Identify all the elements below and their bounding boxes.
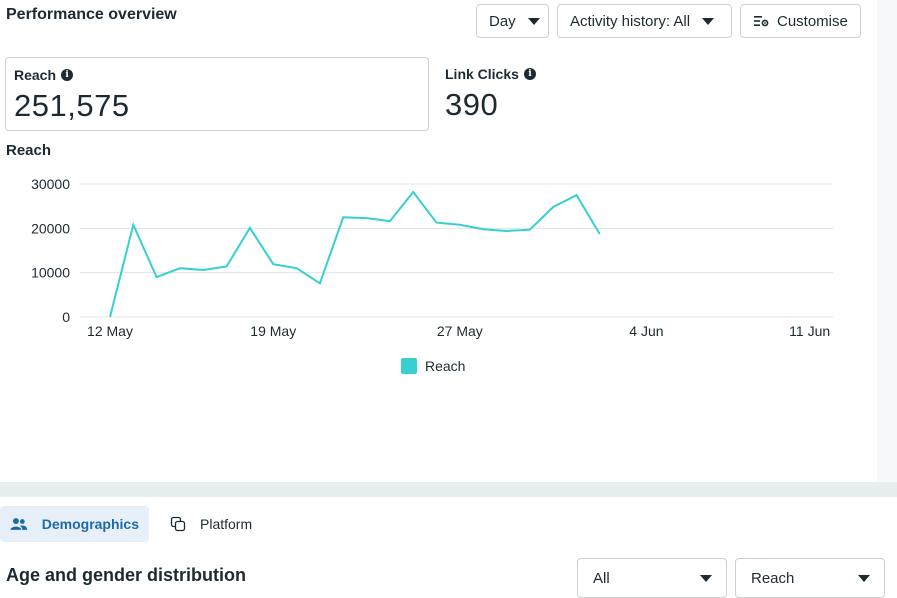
caret-down-icon bbox=[858, 575, 870, 582]
metric-filter-label: Reach bbox=[751, 570, 794, 587]
link-clicks-metric-label: Link Clicks bbox=[445, 66, 519, 82]
chart-legend[interactable]: Reach bbox=[401, 358, 465, 374]
reach-metric-value: 251,575 bbox=[14, 88, 130, 124]
x-tick-label: 4 Jun bbox=[629, 323, 663, 339]
link-clicks-metric-card[interactable]: Link Clicks i 390 bbox=[437, 57, 737, 131]
activity-history-dropdown[interactable]: Activity history: All bbox=[557, 4, 732, 38]
customise-icon bbox=[753, 14, 769, 28]
chart-title: Reach bbox=[6, 142, 51, 159]
copy-icon bbox=[170, 516, 186, 532]
reach-metric-card[interactable]: Reach i 251,575 bbox=[5, 57, 429, 131]
link-clicks-metric-header: Link Clicks i bbox=[445, 66, 536, 82]
info-icon[interactable]: i bbox=[61, 69, 73, 81]
customise-label: Customise bbox=[777, 13, 848, 30]
tab-platform[interactable]: Platform bbox=[160, 506, 280, 542]
y-tick-label: 30000 bbox=[31, 176, 70, 192]
info-icon[interactable]: i bbox=[524, 68, 536, 80]
tab-platform-label: Platform bbox=[200, 516, 252, 532]
x-tick-label: 11 Jun bbox=[789, 323, 830, 339]
legend-swatch bbox=[401, 358, 417, 374]
day-dropdown[interactable]: Day bbox=[476, 4, 549, 38]
caret-down-icon bbox=[702, 18, 714, 25]
scrollbar-track[interactable] bbox=[877, 0, 897, 482]
legend-label: Reach bbox=[425, 358, 465, 374]
people-icon bbox=[10, 517, 28, 531]
reach-metric-label: Reach bbox=[14, 67, 56, 83]
age-gender-title: Age and gender distribution bbox=[6, 565, 246, 586]
tab-demographics[interactable]: Demographics bbox=[0, 506, 149, 542]
reach-line-chart: 0 10000 20000 30000 12 May 19 May 27 May 4 Jun 1… bbox=[0, 170, 877, 390]
section-divider bbox=[0, 482, 897, 497]
y-tick-label: 0 bbox=[62, 309, 70, 325]
tab-demographics-label: Demographics bbox=[42, 516, 139, 532]
caret-down-icon bbox=[700, 575, 712, 582]
metric-filter-dropdown[interactable]: Reach bbox=[735, 558, 885, 598]
reach-metric-header: Reach i bbox=[14, 67, 73, 83]
page-title: Performance overview bbox=[6, 6, 177, 24]
series-line bbox=[110, 192, 600, 317]
caret-down-icon bbox=[528, 18, 540, 25]
y-tick-label: 20000 bbox=[31, 220, 70, 236]
link-clicks-metric-value: 390 bbox=[445, 87, 498, 123]
activity-history-label: Activity history: All bbox=[570, 13, 690, 30]
x-tick-label: 27 May bbox=[437, 323, 483, 339]
audience-filter-dropdown[interactable]: All bbox=[577, 558, 727, 598]
day-dropdown-label: Day bbox=[489, 13, 516, 30]
y-tick-label: 10000 bbox=[31, 265, 70, 281]
x-tick-label: 19 May bbox=[250, 323, 296, 339]
customise-button[interactable]: Customise bbox=[740, 4, 861, 38]
audience-filter-label: All bbox=[593, 570, 610, 587]
x-tick-label: 12 May bbox=[87, 323, 133, 339]
